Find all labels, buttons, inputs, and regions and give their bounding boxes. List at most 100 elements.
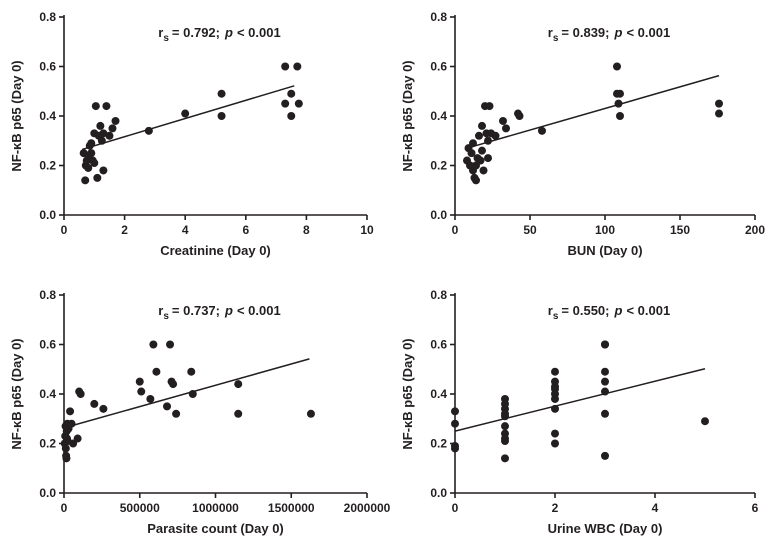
- correlation-annotation: rs = 0.737; p < 0.001: [158, 303, 280, 322]
- data-point: [108, 124, 117, 133]
- data-point: [67, 419, 76, 428]
- data-point: [515, 112, 524, 120]
- p-value: < 0.001: [626, 25, 670, 40]
- data-point: [137, 387, 146, 396]
- x-axis-title: Urine WBC (Day 0): [548, 521, 663, 536]
- y-tick-label: 0.0: [39, 486, 56, 500]
- data-point: [601, 377, 609, 386]
- data-point: [601, 367, 609, 376]
- y-tick-label: 0.8: [430, 10, 447, 24]
- data-point: [616, 112, 624, 120]
- data-point: [538, 126, 546, 135]
- data-point: [144, 126, 153, 135]
- data-point: [87, 149, 96, 158]
- data-point: [90, 159, 99, 168]
- data-point: [551, 394, 559, 403]
- r-value: = 0.737;: [172, 303, 220, 318]
- data-point: [551, 429, 559, 438]
- x-tick-label: 6: [752, 501, 759, 515]
- data-point: [91, 102, 100, 111]
- data-point: [93, 173, 102, 182]
- data-point: [152, 367, 161, 376]
- data-point: [73, 434, 82, 443]
- x-axis-title: Creatinine (Day 0): [160, 243, 271, 258]
- data-point: [287, 112, 296, 120]
- data-point: [701, 417, 709, 426]
- data-point: [551, 404, 559, 413]
- data-point: [306, 409, 315, 418]
- data-point: [90, 399, 99, 408]
- data-point: [181, 109, 190, 118]
- y-tick-label: 0.8: [430, 288, 447, 302]
- regression-line: [81, 85, 295, 151]
- y-tick-label: 0.4: [430, 387, 447, 401]
- data-point: [172, 409, 181, 418]
- x-tick-label: 1000000: [192, 501, 239, 515]
- data-point: [467, 149, 476, 158]
- x-tick-label: 6: [242, 223, 249, 237]
- data-point: [217, 89, 226, 98]
- y-tick-label: 0.6: [39, 338, 56, 352]
- x-tick-label: 0: [61, 501, 68, 515]
- x-tick-label: 10: [360, 223, 374, 237]
- x-tick-label: 4: [182, 223, 189, 237]
- data-point: [234, 409, 243, 418]
- p-symbol: p: [224, 303, 233, 318]
- data-point: [475, 131, 483, 140]
- data-point: [293, 62, 302, 71]
- y-axis-title: NF-κB p65 (Day 0): [400, 338, 415, 449]
- data-point: [451, 419, 459, 428]
- data-point: [614, 99, 623, 108]
- y-tick-label: 0.0: [39, 208, 56, 222]
- data-point: [484, 154, 492, 163]
- r-subscript: s: [163, 33, 169, 44]
- x-tick-label: 2000000: [344, 501, 391, 515]
- data-point: [96, 121, 105, 130]
- x-tick-label: 150: [670, 223, 690, 237]
- r-symbol: r: [548, 25, 553, 40]
- y-axis-title: NF-κB p65 (Day 0): [9, 338, 24, 449]
- regression-line: [63, 358, 310, 429]
- data-point: [472, 176, 480, 185]
- data-point: [551, 439, 559, 448]
- r-symbol: r: [158, 25, 163, 40]
- x-tick-label: 100: [595, 223, 615, 237]
- r-value: = 0.792;: [172, 25, 220, 40]
- data-point: [451, 407, 459, 416]
- data-point: [715, 99, 723, 108]
- data-point: [469, 139, 477, 148]
- p-symbol: p: [614, 25, 623, 40]
- data-point: [84, 163, 93, 172]
- data-point: [217, 112, 226, 120]
- correlation-annotation: rs = 0.839; p < 0.001: [548, 25, 670, 44]
- x-tick-label: 50: [523, 223, 537, 237]
- data-point: [105, 131, 114, 140]
- data-point: [478, 146, 486, 155]
- p-value: < 0.001: [237, 25, 281, 40]
- data-point: [287, 89, 296, 98]
- panel-creatinine: 0.0 0.2 0.4 0.6 0.8 0 2 4 6 8 10 Creatinine (Day 0)…: [9, 10, 374, 258]
- data-point: [501, 422, 509, 431]
- data-point: [601, 340, 609, 349]
- y-tick-label: 0.4: [39, 109, 56, 123]
- y-tick-label: 0.2: [430, 437, 447, 451]
- p-symbol: p: [224, 25, 233, 40]
- data-point: [102, 102, 111, 111]
- regression-line: [454, 368, 706, 432]
- x-tick-label: 8: [303, 223, 310, 237]
- y-tick-label: 0.8: [39, 288, 56, 302]
- data-point: [281, 62, 290, 71]
- panel-bun: 0.0 0.2 0.4 0.6 0.8 0 50 100 150 200 BUN (Day 0) NF…: [400, 10, 765, 258]
- r-subscript: s: [553, 311, 559, 322]
- r-symbol: r: [158, 303, 163, 318]
- data-point: [499, 116, 507, 125]
- data-point: [478, 121, 486, 130]
- x-tick-label: 0: [61, 223, 68, 237]
- data-point: [146, 394, 155, 403]
- data-point: [451, 444, 459, 453]
- correlation-annotation: rs = 0.792; p < 0.001: [158, 25, 280, 44]
- x-tick-label: 1500000: [268, 501, 315, 515]
- data-point: [479, 166, 488, 175]
- x-tick-label: 4: [652, 501, 659, 515]
- data-point: [87, 139, 96, 148]
